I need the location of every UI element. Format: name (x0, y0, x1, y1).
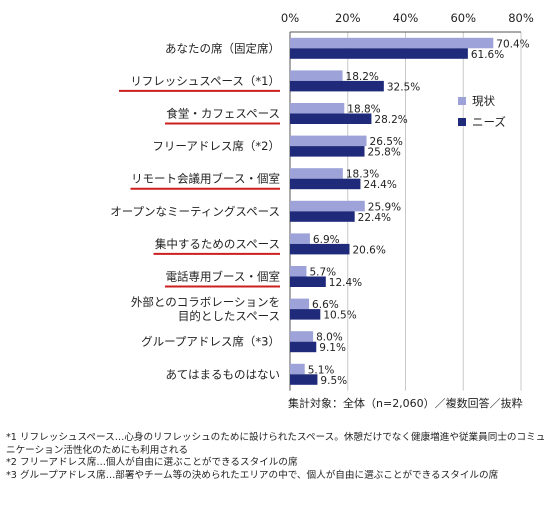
bar-needs (290, 178, 361, 190)
legend-label: 現状 (472, 94, 495, 108)
bar-value-label: 20.6% (352, 244, 385, 256)
bar-needs (290, 243, 350, 255)
bar-value-label: 61.6% (471, 49, 504, 61)
bar-value-label: 24.4% (363, 179, 396, 191)
bar-needs (290, 80, 384, 92)
x-tick-label: 40% (393, 11, 419, 25)
bar-current (290, 70, 343, 81)
bar-value-label: 70.4% (496, 38, 529, 50)
bar-needs (290, 276, 326, 287)
bar-current (290, 266, 307, 277)
category-label: グループアドレス席（*3） (141, 335, 280, 349)
x-tick-label: 60% (450, 11, 476, 25)
legend-label: ニーズ (472, 115, 506, 129)
bar-current (290, 233, 310, 244)
footnote-1: *1 リフレッシュスペース…心身のリフレッシュのために設けられたスペース。休憩だ… (6, 432, 546, 456)
category-label: 外部とのコラボレーションを (131, 295, 280, 309)
x-tick-label: 0% (281, 11, 299, 25)
category-label: 電話専用ブース・個室 (166, 270, 280, 284)
bar-current (290, 298, 310, 310)
category-label: フリーアドレス席（*2） (152, 139, 280, 153)
category-label: 目的としたスペース (178, 309, 280, 323)
category-label: 食堂・カフェスペース (166, 107, 280, 121)
bar-needs (290, 341, 317, 353)
bar-value-label: 9.5% (320, 375, 347, 387)
category-label: あなたの席（固定席） (165, 41, 280, 55)
bar-value-label: 5.7% (309, 267, 336, 279)
bar-value-label: 6.6% (312, 299, 339, 311)
category-label: あてはまるものはない (165, 367, 280, 381)
bar-value-label: 25.9% (368, 201, 401, 213)
bar-current (290, 135, 367, 147)
category-label: リフレッシュスペース（*1） (130, 74, 280, 88)
bar-needs (290, 48, 468, 59)
bar-current (290, 200, 365, 212)
legend-swatch (458, 97, 466, 105)
bar-needs (290, 309, 321, 320)
bar-value-label: 9.1% (319, 342, 346, 354)
summary-note: 集計対象：全体（n=2,060）／複数回答／抜粋 (288, 397, 523, 410)
bar-current (290, 168, 343, 179)
bar-value-label: 25.8% (367, 147, 400, 159)
bar-value-label: 6.9% (313, 234, 340, 246)
bar-value-label: 10.5% (323, 310, 356, 322)
bar-current (290, 37, 494, 49)
footnote-2: *2 フリーアドレス席…個人が自由に選ぶことができるスタイルの席 (6, 457, 298, 469)
bar-needs (290, 374, 318, 385)
bar-current (290, 103, 345, 114)
bar-value-label: 12.4% (329, 277, 362, 289)
bar-value-label: 8.0% (316, 332, 343, 344)
bar-current (290, 363, 305, 375)
bar-needs (290, 211, 355, 222)
category-label: 集中するためのスペース (155, 237, 280, 251)
x-tick-label: 80% (508, 11, 534, 25)
footnotes: *1 リフレッシュスペース…心身のリフレッシュのために設けられたスペース。休憩だ… (6, 432, 552, 482)
footnote-3: *3 グループアドレス席…部署やチーム等の決められたエリアの中で、個人が自由に選… (6, 469, 499, 481)
bar-current (290, 331, 314, 342)
bar-value-label: 18.8% (347, 104, 380, 116)
bar-needs (290, 146, 365, 157)
bar-value-label: 22.4% (358, 212, 391, 224)
bar-value-label: 26.5% (370, 136, 403, 148)
bar-value-label: 18.2% (346, 71, 379, 83)
bar-value-label: 32.5% (387, 81, 420, 93)
category-label: オープンなミーティングスペース (110, 204, 280, 218)
legend-swatch (458, 118, 466, 126)
bar-value-label: 5.1% (308, 364, 335, 376)
x-tick-label: 20% (335, 11, 361, 25)
bar-value-label: 28.2% (374, 114, 407, 126)
bar-needs (290, 113, 372, 124)
bar-chart-svg: 0% 20% 40% 60% 80% あなたの席（固定席） 70.4%61.6% リフレッシュ… (110, 11, 534, 391)
category-label: リモート会議用ブース・個室 (131, 172, 280, 186)
bar-value-label: 18.3% (346, 169, 379, 181)
